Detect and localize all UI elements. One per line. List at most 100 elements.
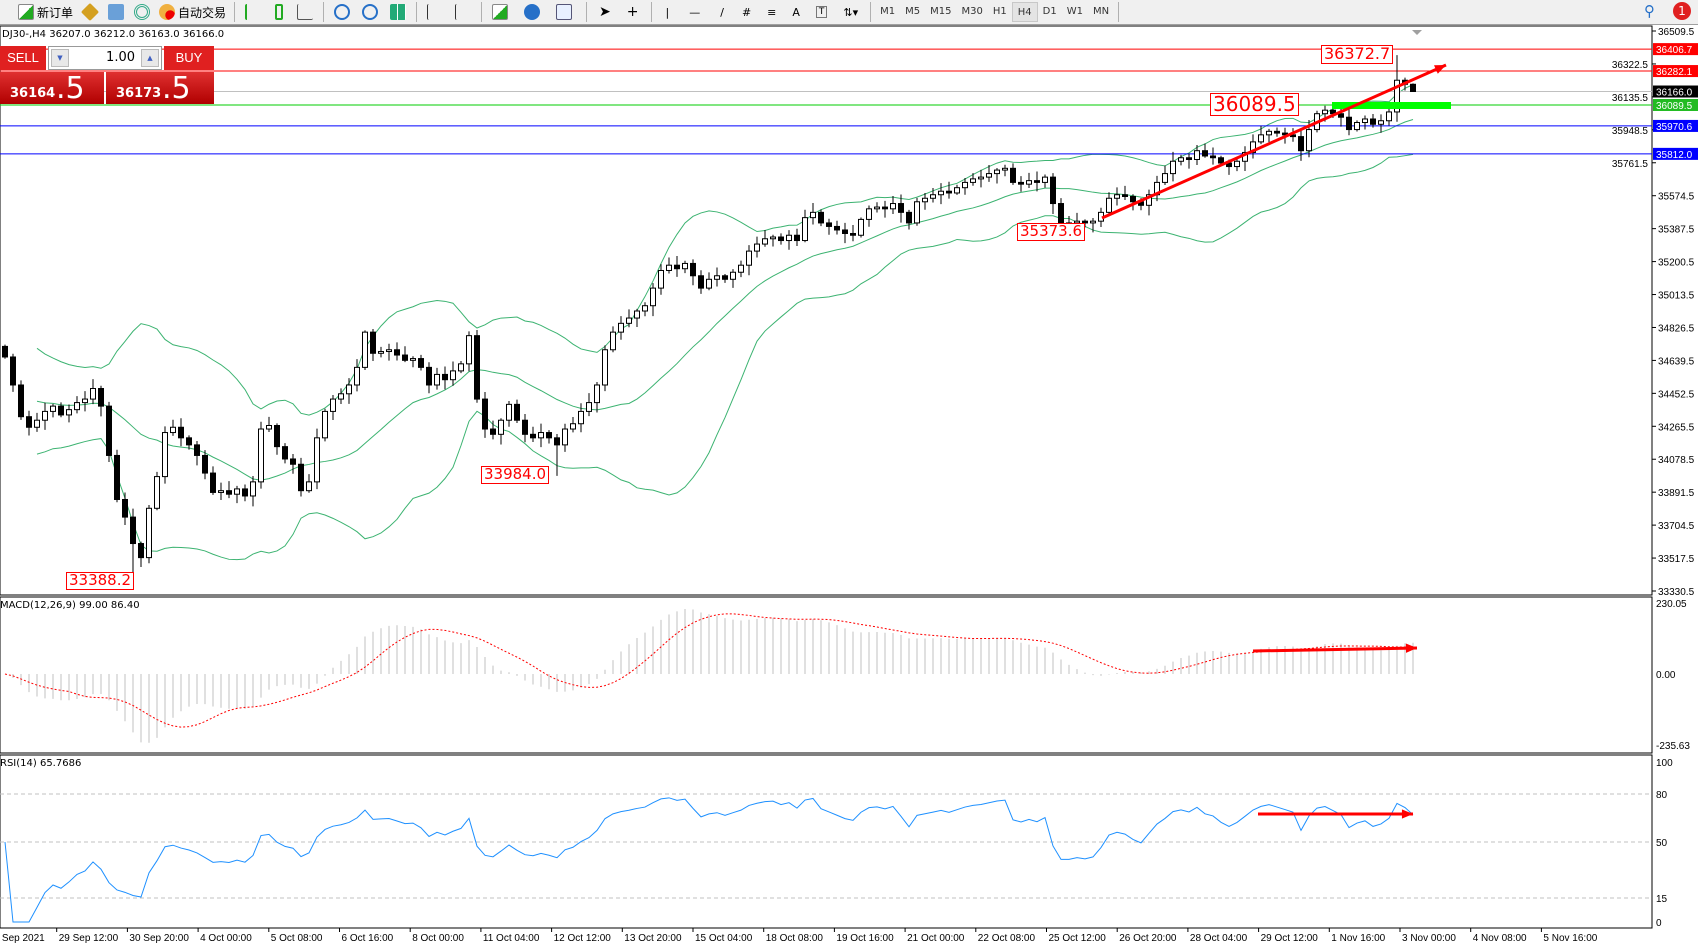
zoom-out-icon[interactable] <box>362 4 379 20</box>
equidistant-channel-icon[interactable]: # <box>741 5 752 19</box>
lot-increase-button[interactable]: ▲ <box>141 49 159 67</box>
timeframe-m30[interactable]: M30 <box>961 6 983 17</box>
timeframe-mn[interactable]: MN <box>1092 6 1110 17</box>
y-tick-label: 35574.5 <box>1658 192 1695 203</box>
auto-trading-button[interactable]: 自动交易 <box>155 1 230 23</box>
navigator-icon[interactable] <box>108 4 125 20</box>
templates-icon[interactable] <box>556 4 573 20</box>
x-tick-label: 15 Oct 04:00 <box>695 933 753 944</box>
text-label-icon[interactable]: T <box>815 6 828 18</box>
candle <box>418 354 424 371</box>
buy-button[interactable]: BUY <box>164 46 214 70</box>
chart-shift-icon[interactable] <box>455 4 471 20</box>
candle <box>298 457 304 497</box>
candle <box>666 257 672 274</box>
new-order-button[interactable]: 新订单 <box>0 1 77 23</box>
candle <box>58 402 64 418</box>
candle-body <box>250 481 256 497</box>
timeframe-m1[interactable]: M1 <box>880 6 896 17</box>
timeframe-m5[interactable]: M5 <box>905 6 921 17</box>
candle-body <box>386 349 392 353</box>
candle <box>586 393 592 417</box>
timeframe-h1[interactable]: H1 <box>992 6 1007 17</box>
tile-windows-icon[interactable] <box>390 4 407 20</box>
candle <box>1178 154 1184 166</box>
candle-body <box>506 403 512 421</box>
candle <box>1050 173 1056 214</box>
search-icon[interactable]: ⚲ <box>1644 2 1655 20</box>
candle-body <box>682 262 688 270</box>
x-tick-label: 11 Oct 04:00 <box>483 933 540 944</box>
timeframe-d1[interactable]: D1 <box>1042 6 1057 17</box>
vertical-line-icon[interactable]: | <box>665 5 670 19</box>
y-tick-label: 36135.5 <box>1612 93 1649 104</box>
timeframe-h4[interactable]: H4 <box>1011 2 1038 22</box>
auto-scroll-icon[interactable] <box>427 4 443 20</box>
cursor-icon[interactable]: ➤ <box>599 4 611 20</box>
periods-icon[interactable] <box>524 4 541 20</box>
arrows-icon[interactable]: ⇅▾ <box>843 5 859 19</box>
candle <box>762 229 768 247</box>
candle <box>314 428 320 490</box>
candle <box>370 328 376 362</box>
candle <box>706 272 712 291</box>
notification-icon[interactable]: 1 <box>1673 2 1691 20</box>
candle-body <box>754 243 760 252</box>
x-tick-label: 3 Nov 00:00 <box>1402 933 1456 944</box>
candle-body <box>18 384 24 418</box>
timeframe-m15[interactable]: M15 <box>930 6 952 17</box>
fibonacci-icon[interactable]: ≡ <box>767 5 777 19</box>
toolbar-divider <box>650 2 652 22</box>
candle-body <box>1274 130 1280 134</box>
text-icon[interactable]: A <box>792 5 800 19</box>
candle-body <box>1058 203 1064 224</box>
y-tick-label: 34078.5 <box>1658 455 1695 466</box>
buy-price[interactable]: 36173 .5 <box>106 71 214 106</box>
line-chart-icon[interactable] <box>297 4 314 20</box>
candle <box>890 195 896 214</box>
sell-button[interactable]: SELL <box>0 46 46 70</box>
price-level-tag <box>1653 147 1698 160</box>
candlestick-icon[interactable] <box>275 4 284 20</box>
candle-body <box>914 201 920 224</box>
zoom-in-icon[interactable] <box>334 4 351 20</box>
crosshair-icon[interactable]: + <box>626 4 639 20</box>
low-annotation: 33388.2 <box>66 572 135 590</box>
candle-body <box>234 488 240 495</box>
x-tick-label: 28 Sep 2021 <box>0 933 45 944</box>
candle-body <box>1090 220 1096 224</box>
signals-icon[interactable] <box>134 4 151 20</box>
candle-body <box>370 331 376 354</box>
candle <box>50 403 56 418</box>
candle-body <box>570 423 576 430</box>
price-level-label: 36166.0 <box>1656 88 1693 99</box>
candle-body <box>802 217 808 242</box>
candle <box>1378 114 1384 133</box>
lot-size-value[interactable]: 1.00 <box>106 50 135 65</box>
candle-body <box>498 419 504 435</box>
market-watch-icon[interactable] <box>80 2 100 22</box>
low-annotation: 35373.6 <box>1017 223 1086 241</box>
trendline-icon[interactable]: / <box>720 5 724 19</box>
lot-decrease-button[interactable]: ▼ <box>51 49 69 67</box>
rsi-arrow-head <box>1401 809 1413 819</box>
lot-size-input[interactable]: ▼ 1.00 ▲ <box>48 46 162 70</box>
candle-body <box>26 416 32 428</box>
sell-price[interactable]: 36164 .5 <box>0 71 104 106</box>
candle-body <box>1130 195 1136 203</box>
timeframe-w1[interactable]: W1 <box>1066 6 1083 17</box>
chart-header: DJ30-,H4 36207.0 36212.0 36163.0 36166.0 <box>2 29 225 40</box>
candle <box>266 416 272 433</box>
candle-body <box>698 275 704 289</box>
bar-chart-icon[interactable] <box>245 4 261 20</box>
candle-body <box>450 370 456 381</box>
candle-body <box>1258 134 1264 143</box>
candle <box>754 236 760 258</box>
y-tick-label: 34639.5 <box>1658 356 1695 367</box>
indicators-icon[interactable] <box>492 4 509 20</box>
horizontal-line-icon[interactable]: — <box>689 5 701 19</box>
price-level-tag <box>1653 65 1698 78</box>
candle <box>210 466 216 495</box>
candle-body <box>690 262 696 277</box>
